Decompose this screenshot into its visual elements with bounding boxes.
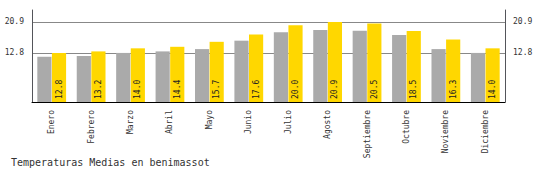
svg-text:12.8: 12.8 (5, 48, 24, 57)
svg-text:Marzo: Marzo (126, 110, 135, 134)
svg-text:15.7: 15.7 (212, 80, 221, 99)
svg-text:Diciembre: Diciembre (481, 110, 490, 154)
svg-text:Septiembre: Septiembre (363, 110, 372, 158)
svg-text:20.9: 20.9 (5, 17, 24, 26)
svg-text:Octubre: Octubre (402, 110, 411, 144)
svg-text:Enero: Enero (47, 110, 56, 134)
svg-text:13.2: 13.2 (94, 80, 103, 99)
svg-text:20.9: 20.9 (513, 17, 532, 26)
svg-text:14.0: 14.0 (133, 80, 142, 99)
svg-text:Junio: Junio (244, 110, 253, 134)
svg-text:16.3: 16.3 (449, 80, 458, 99)
svg-text:Noviembre: Noviembre (441, 110, 450, 154)
svg-text:20.0: 20.0 (291, 80, 300, 99)
svg-text:14.0: 14.0 (488, 80, 497, 99)
svg-text:Temperaturas Medias en benimas: Temperaturas Medias en benimassot (11, 157, 210, 168)
svg-text:12.8: 12.8 (513, 48, 532, 57)
svg-text:Agosto: Agosto (323, 110, 332, 139)
svg-text:17.6: 17.6 (252, 80, 261, 99)
svg-text:Febrero: Febrero (87, 110, 96, 144)
svg-text:Abril: Abril (165, 110, 174, 134)
svg-text:20.9: 20.9 (330, 80, 339, 99)
svg-text:14.4: 14.4 (173, 80, 182, 99)
svg-text:20.5: 20.5 (370, 80, 379, 99)
svg-text:18.5: 18.5 (409, 80, 418, 99)
svg-text:12.8: 12.8 (55, 80, 64, 99)
svg-text:Julio: Julio (284, 110, 293, 134)
svg-text:Mayo: Mayo (205, 110, 214, 129)
